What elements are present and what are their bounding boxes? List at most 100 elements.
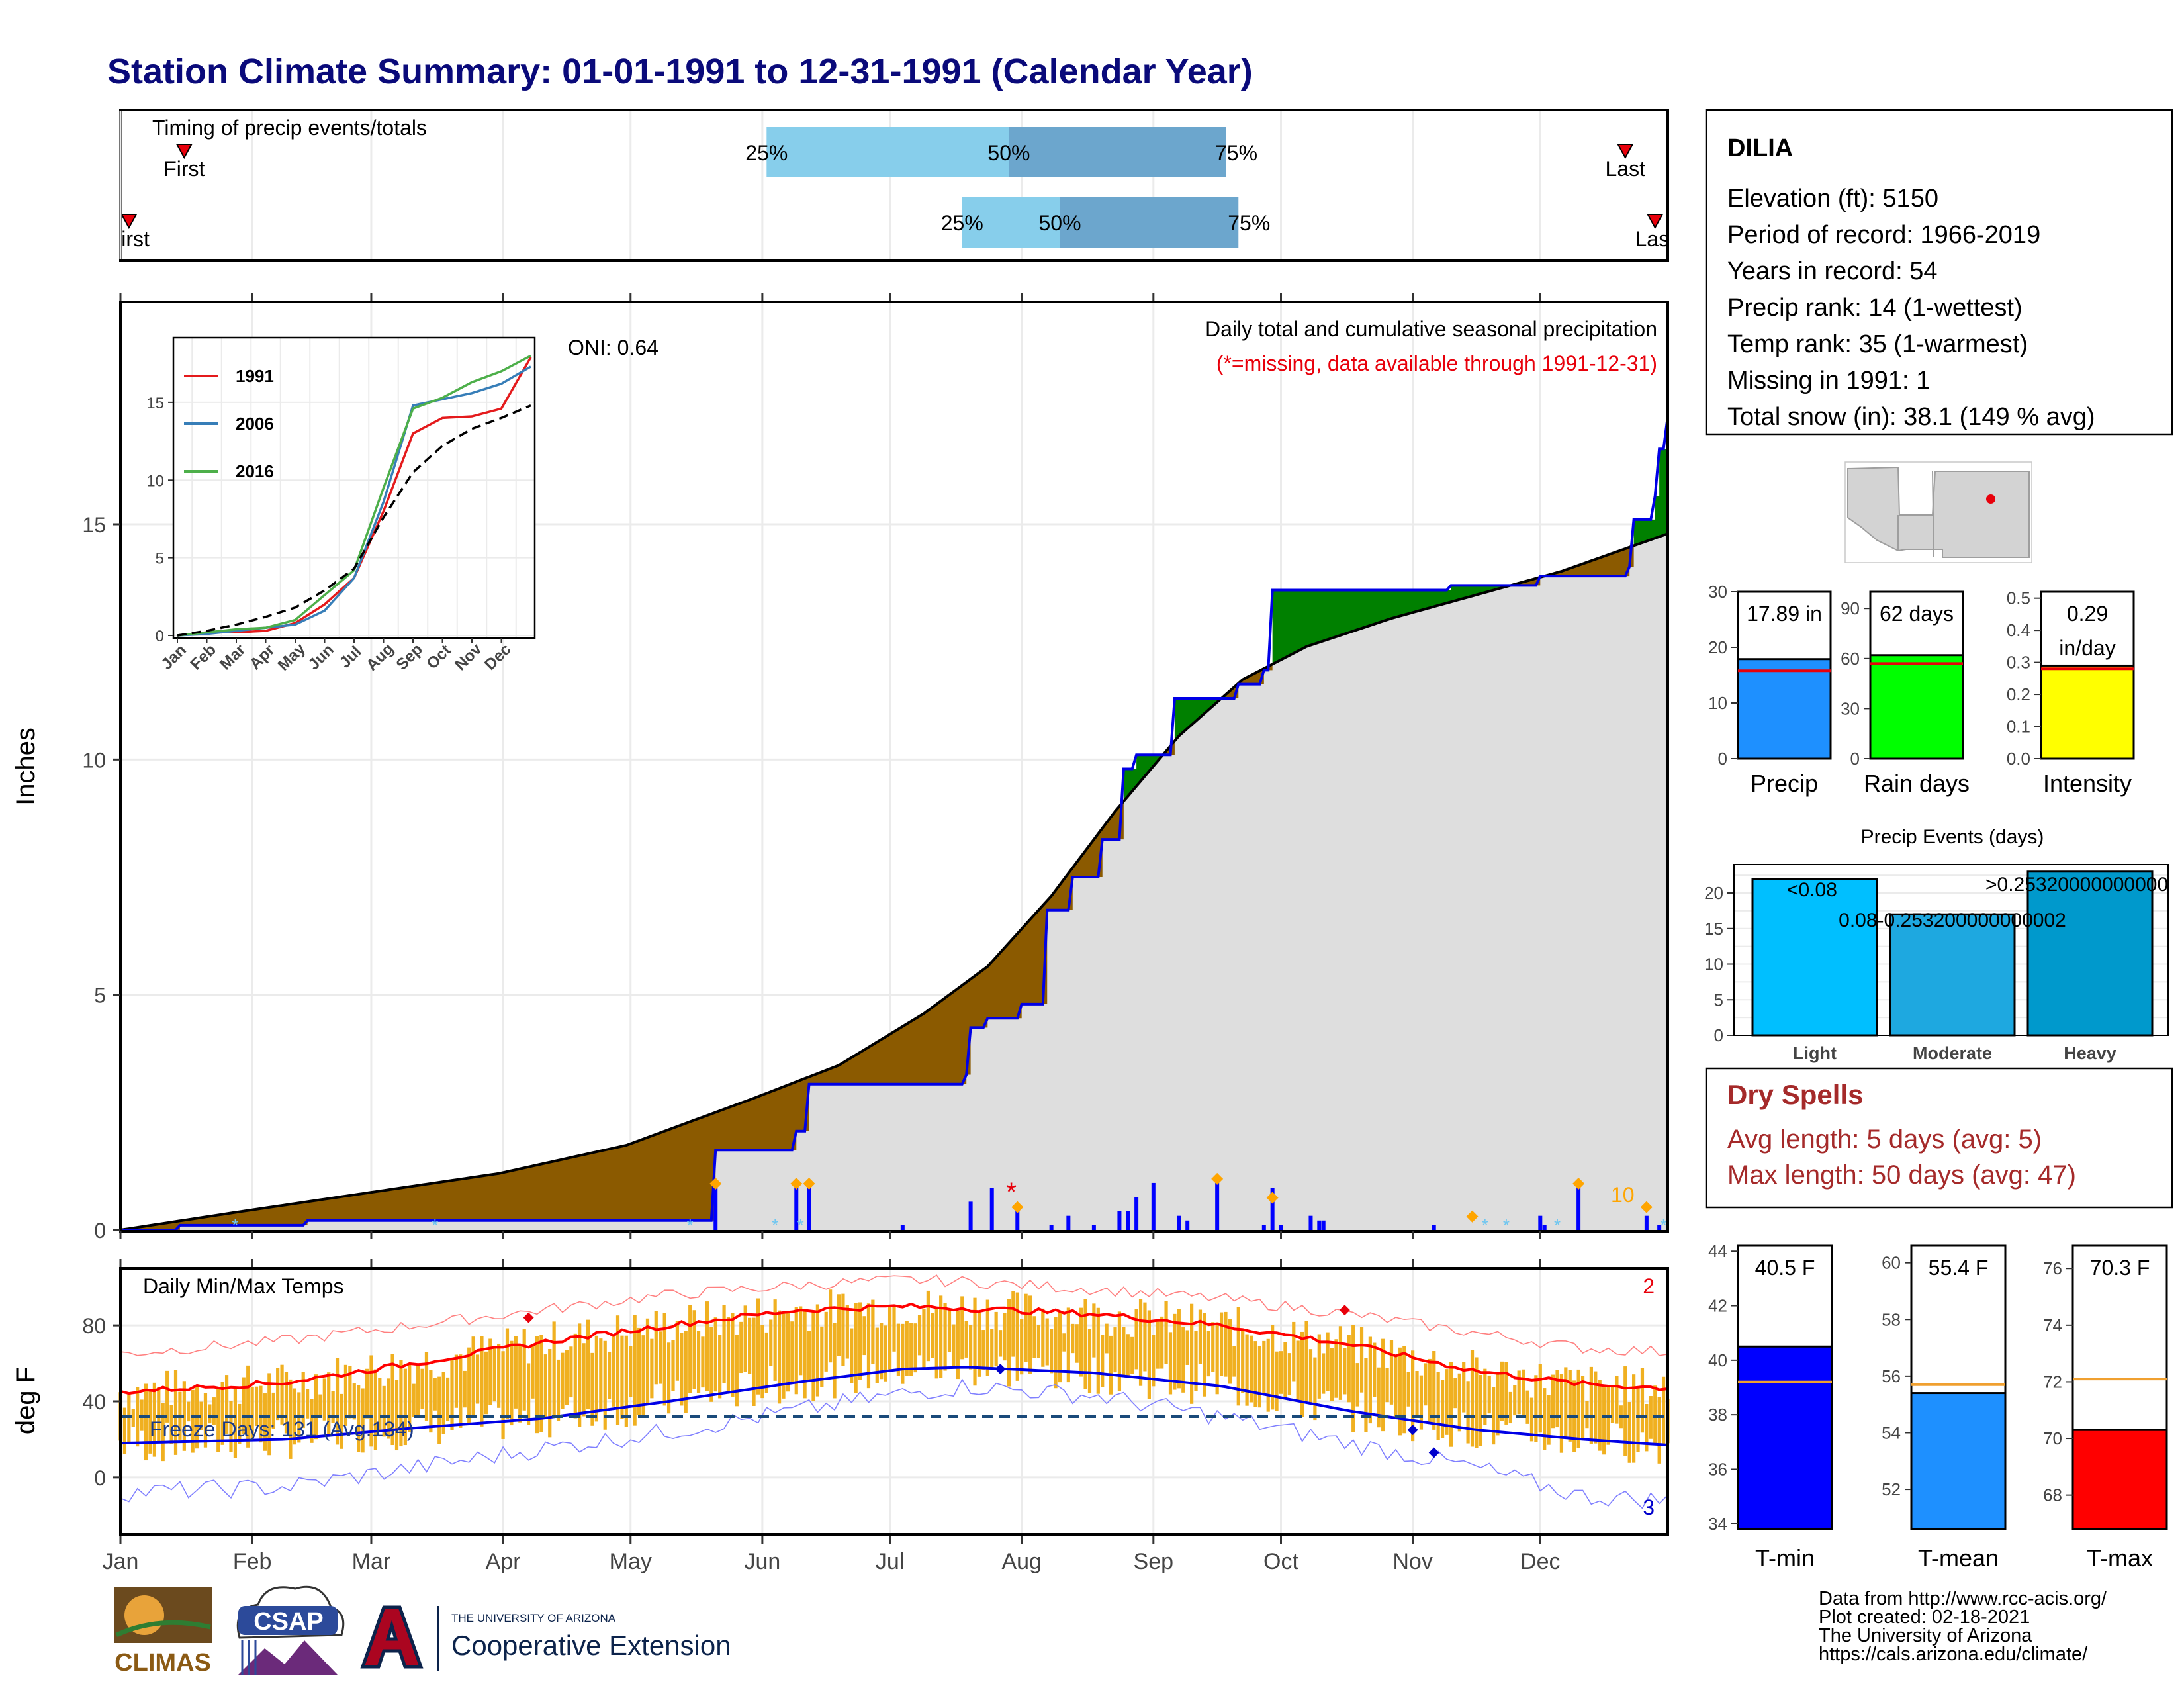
precip-y-tick-label: 5 (94, 984, 106, 1008)
daily-temp-bar (1177, 1309, 1181, 1389)
summary-bar-tick-label: 56 (1882, 1366, 1901, 1386)
last-event-label: Last (1606, 157, 1646, 181)
daily-temp-bar (382, 1385, 386, 1437)
station-line: Elevation (ft): 5150 (1727, 185, 1938, 212)
summary-bar-fill (2071, 1429, 2168, 1530)
events-bar-text: <0.08 (1787, 879, 1837, 901)
daily-temp-bar (858, 1302, 862, 1380)
daily-temp-bar (713, 1317, 717, 1392)
daily-temp-bar (484, 1351, 488, 1415)
daily-temp-bar (926, 1290, 930, 1362)
daily-temp-bar (871, 1299, 875, 1364)
summary-bar-tick-label: 0.1 (2007, 717, 2030, 737)
precip-events-chart: Precip Events (days) 0 5 10 15 20 Light Modera… (1704, 826, 2169, 1063)
daily-temp-bar (1271, 1325, 1275, 1410)
daily-precip-bar (1317, 1220, 1322, 1230)
daily-precip-bar (1542, 1225, 1547, 1230)
daily-temp-bar (1130, 1336, 1134, 1374)
daily-temp-bar (662, 1313, 666, 1406)
daily-temp-bar (743, 1305, 747, 1372)
daily-precip-bar (1015, 1211, 1020, 1230)
daily-temp-bar (191, 1389, 195, 1453)
summary-bar-tick-label: 20 (1708, 637, 1727, 657)
map-state-border (1897, 471, 1934, 558)
daily-temp-bar (777, 1310, 782, 1404)
avg-cumulative-line (120, 532, 1668, 1231)
daily-temp-bar (510, 1340, 514, 1426)
daily-temp-bar (497, 1343, 501, 1408)
summary-bar-tick-label: 68 (2043, 1485, 2062, 1505)
station-line: Total snow (in): 38.1 (149 % avg) (1727, 403, 2095, 431)
daily-temp-bar (1083, 1299, 1087, 1390)
trace-precip-marker: * (687, 1215, 694, 1235)
daily-temp-bar (1406, 1372, 1410, 1407)
timing-bar-25-50 (962, 197, 1060, 248)
daily-temp-bar (671, 1340, 675, 1391)
daily-temp-bar (203, 1393, 208, 1448)
daily-precip-bar (1538, 1215, 1543, 1230)
daily-temp-bar (1032, 1316, 1036, 1358)
daily-temp-bar (1462, 1362, 1466, 1413)
daily-temp-bar (1147, 1310, 1151, 1399)
daily-temp-bar (939, 1295, 943, 1378)
precip-areas (120, 416, 1669, 1231)
summary-bar-tick-label: 34 (1708, 1514, 1727, 1534)
daily-precip-bar (1321, 1220, 1326, 1230)
daily-temp-bar (1194, 1331, 1198, 1391)
snow-event-marker (1266, 1192, 1279, 1204)
daily-temp-bar (394, 1380, 399, 1451)
daily-temp-bar (964, 1321, 968, 1358)
daily-precip-bar (1049, 1225, 1054, 1230)
daily-temp-bar (556, 1359, 561, 1421)
temp-x-tick-label: Feb (233, 1549, 272, 1574)
daily-temp-bar (943, 1303, 947, 1371)
summary-bar-value: 40.5 F (1755, 1256, 1815, 1280)
summary-bar-label: T-mean (1918, 1544, 1999, 1571)
timing-rows: Avg 25% 50% 75% First Last 1991 25% 50% 75% First L… (122, 127, 1666, 251)
daily-temp-bar (1211, 1322, 1215, 1372)
daily-temp-bar (399, 1360, 403, 1447)
daily-temp-bar (1551, 1374, 1555, 1429)
daily-temp-bar (603, 1340, 607, 1430)
daily-temp-bar (263, 1393, 267, 1451)
daily-temp-bar (1275, 1351, 1279, 1411)
daily-temp-bar (731, 1313, 735, 1397)
csap-mountains (238, 1640, 338, 1675)
station-line: Period of record: 1966-2019 (1727, 221, 2040, 249)
daily-temp-bar (1623, 1366, 1627, 1456)
daily-temp-bar (1338, 1326, 1343, 1400)
dry-spells-max: Max length: 50 days (avg: 47) (1727, 1160, 2076, 1190)
dry-spells-box: Dry Spells Avg length: 5 days (avg: 5) M… (1705, 1067, 2173, 1209)
footer-line: The University of Arizona (1819, 1625, 2032, 1646)
daily-temp-bar (799, 1306, 803, 1376)
daily-temp-bar (1645, 1403, 1649, 1452)
timing-pct-50: 50% (987, 141, 1030, 165)
daily-temp-bar (408, 1364, 412, 1432)
daily-temp-bar (1500, 1361, 1504, 1421)
temp-x-tick-label: Apr (486, 1549, 521, 1574)
daily-temp-bar (1071, 1323, 1075, 1354)
snow-event-marker (1572, 1178, 1585, 1190)
daily-temp-bar (1661, 1376, 1666, 1446)
daily-temp-bar (624, 1335, 628, 1427)
csap-rain-lines (241, 1640, 257, 1675)
daily-temp-bar (1483, 1368, 1487, 1425)
daily-temp-bar (896, 1323, 901, 1376)
daily-temp-bar (990, 1329, 994, 1369)
summary-bar-tick-label: 70 (2043, 1429, 2062, 1448)
daily-temp-bar (122, 1407, 127, 1454)
daily-temp-bar (922, 1308, 926, 1368)
daily-temp-bar (1105, 1323, 1109, 1354)
summary-bar-tick-label: 60 (1882, 1253, 1901, 1273)
daily-temp-bar (782, 1313, 786, 1399)
timing-pct-50: 50% (1038, 211, 1081, 235)
daily-temp-bar (1475, 1357, 1479, 1448)
dry-spells-avg: Avg length: 5 days (avg: 5) (1727, 1125, 2042, 1154)
daily-temp-bar (1079, 1307, 1083, 1377)
daily-temp-bar (1411, 1350, 1415, 1442)
daily-temp-bar (1445, 1369, 1449, 1435)
record-temp-marker (1407, 1425, 1418, 1436)
daily-temp-bar (1215, 1322, 1219, 1395)
daily-temp-bar (475, 1354, 480, 1404)
daily-temp-bar (1164, 1301, 1168, 1364)
